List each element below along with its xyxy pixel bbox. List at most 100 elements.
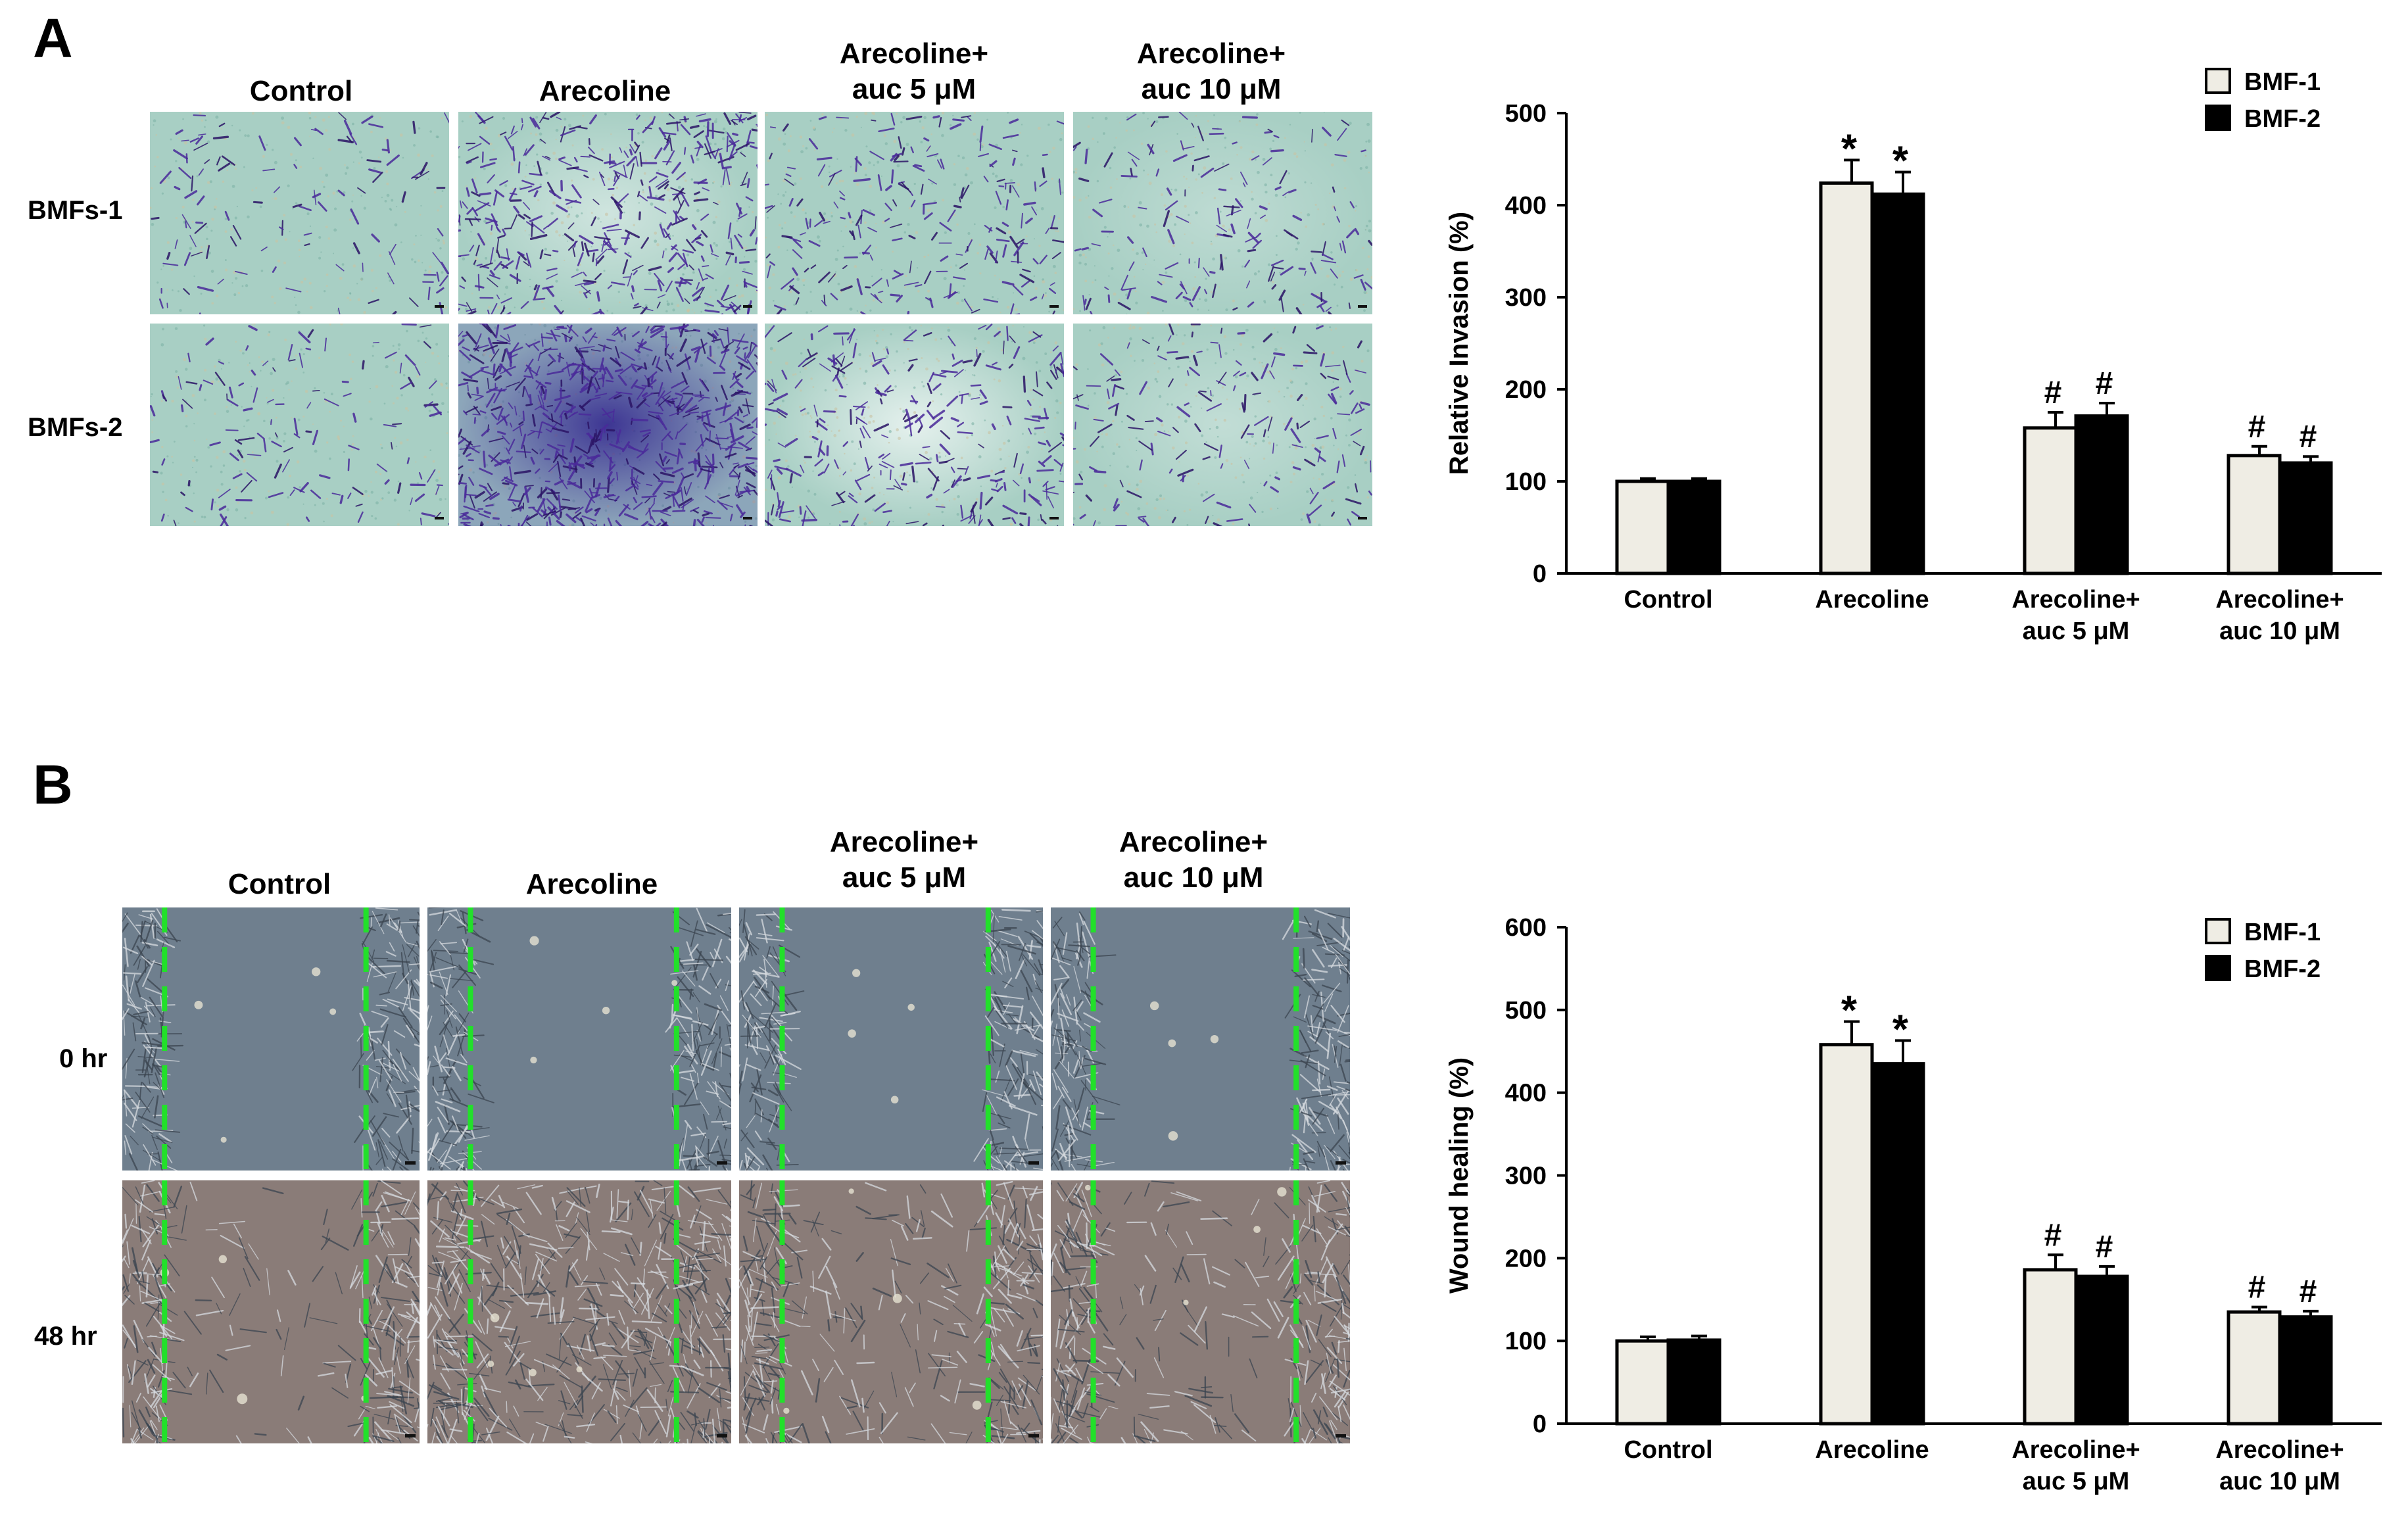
bar-bmf-1-1	[1821, 183, 1872, 573]
panel-a-col-title-auc5: Arecoline+ auc 5 μM	[763, 36, 1065, 107]
bar-bmf-1-0	[1617, 1341, 1668, 1424]
wound-image-48hr-control	[122, 1180, 420, 1443]
bar-bmf-1-1	[1821, 1045, 1872, 1424]
panel-b-row-label-48hr: 48 hr	[34, 1322, 97, 1351]
bar-bmf-1-3	[2228, 456, 2280, 573]
wound-image-48hr-auc10	[1051, 1180, 1350, 1443]
x-tick-label: Control	[1624, 1436, 1712, 1464]
panel-a-col-title-arecoline: Arecoline	[454, 74, 756, 109]
legend-label: BMF-2	[2244, 105, 2321, 133]
wound-image-48hr-auc5	[739, 1180, 1043, 1443]
x-tick-label: Arecoline+	[2011, 586, 2140, 614]
y-tick-label: 400	[1505, 192, 1547, 220]
legend-swatch-bmf-2	[2206, 106, 2230, 130]
bar-bmf-2-2	[2076, 1276, 2127, 1424]
significance-mark: *	[1892, 1007, 1909, 1052]
significance-mark: *	[1841, 126, 1858, 172]
panel-a-col-title-line1: Arecoline	[454, 74, 756, 109]
wound-image-0hr-arecoline	[427, 907, 731, 1171]
x-tick-label-line2: auc 5 μM	[2023, 617, 2130, 645]
micrograph-texture	[458, 112, 758, 314]
y-axis-label: Relative Invasion (%)	[1445, 212, 1474, 475]
micrograph-texture	[122, 907, 420, 1171]
panel-b-row-label-0hr: 0 hr	[59, 1044, 107, 1074]
x-tick-label-line2: auc 5 μM	[2023, 1468, 2130, 1495]
micrograph-texture	[1051, 1180, 1350, 1443]
panel-a-col-title-control: Control	[150, 74, 452, 109]
panel-a-row-label-1: BMFs-1	[28, 196, 122, 226]
y-tick-label: 0	[1533, 1411, 1547, 1438]
legend-swatch-bmf-1	[2206, 69, 2230, 93]
invasion-image-bmfs2-auc5	[765, 324, 1064, 526]
y-tick-label: 600	[1505, 914, 1547, 942]
invasion-image-bmfs1-control	[150, 112, 449, 314]
y-axis-label: Wound healing (%)	[1445, 1057, 1474, 1293]
x-tick-label: Arecoline+	[2011, 1436, 2140, 1464]
bar-bmf-2-2	[2076, 416, 2127, 573]
significance-mark: #	[2044, 375, 2062, 410]
invasion-image-bmfs2-auc10	[1073, 324, 1372, 526]
x-tick-label: Control	[1624, 586, 1712, 614]
panel-b-col-title-line2: auc 5 μM	[753, 860, 1055, 896]
wound-image-0hr-auc10	[1051, 907, 1350, 1171]
bar-bmf-2-3	[2280, 1317, 2331, 1424]
wound-image-48hr-arecoline	[427, 1180, 731, 1443]
wound-image-0hr-auc5	[739, 907, 1043, 1171]
panel-b-col-title-line1: Control	[128, 867, 431, 902]
bar-bmf-1-0	[1617, 481, 1668, 573]
panel-b-col-title-auc10: Arecoline+ auc 10 μM	[1042, 825, 1345, 896]
panel-a-col-title-line1: Arecoline+	[763, 36, 1065, 72]
legend-swatch-bmf-1	[2206, 919, 2230, 943]
significance-mark: #	[2248, 1270, 2266, 1305]
significance-mark: #	[2096, 366, 2113, 401]
x-tick-label: Arecoline	[1815, 586, 1929, 614]
invasion-image-bmfs2-control	[150, 324, 449, 526]
panel-a-row-label-2: BMFs-2	[28, 413, 122, 443]
wound-image-0hr-control	[122, 907, 420, 1171]
panel-a-letter: A	[33, 7, 73, 70]
micrograph-texture	[739, 1180, 1043, 1443]
significance-mark: *	[1892, 139, 1909, 184]
y-tick-label: 200	[1505, 376, 1547, 404]
panel-b-letter: B	[33, 753, 73, 817]
invasion-image-bmfs2-arecoline	[458, 324, 758, 526]
panel-b-col-title-arecoline: Arecoline	[441, 867, 743, 902]
x-tick-label-line2: auc 10 μM	[2219, 617, 2340, 645]
micrograph-texture	[1051, 907, 1350, 1171]
panel-a-col-title-line1: Arecoline+	[1060, 36, 1362, 72]
y-tick-label: 100	[1505, 468, 1547, 496]
bar-bmf-2-0	[1668, 1340, 1720, 1424]
significance-mark: *	[1841, 988, 1858, 1033]
significance-mark: #	[2044, 1218, 2062, 1253]
panel-a-col-title-line2: auc 5 μM	[763, 72, 1065, 107]
bar-bmf-1-2	[2025, 1270, 2076, 1424]
y-tick-label: 0	[1533, 560, 1547, 588]
legend-label: BMF-2	[2244, 955, 2321, 983]
micrograph-texture	[765, 324, 1064, 526]
significance-mark: #	[2248, 410, 2266, 445]
x-tick-label-line2: auc 10 μM	[2219, 1468, 2340, 1495]
bar-bmf-1-2	[2025, 428, 2076, 573]
x-tick-label: Arecoline+	[2215, 1436, 2344, 1464]
bar-bmf-2-1	[1872, 1064, 1923, 1424]
micrograph-texture	[1073, 112, 1372, 314]
significance-mark: #	[2300, 1274, 2317, 1309]
y-tick-label: 100	[1505, 1328, 1547, 1355]
invasion-image-bmfs1-auc5	[765, 112, 1064, 314]
legend-swatch-bmf-2	[2206, 956, 2230, 980]
micrograph-texture	[1073, 324, 1372, 526]
bar-bmf-1-3	[2228, 1312, 2280, 1424]
x-tick-label: Arecoline	[1815, 1436, 1929, 1464]
y-tick-label: 400	[1505, 1080, 1547, 1107]
micrograph-texture	[427, 1180, 731, 1443]
micrograph-texture	[458, 324, 758, 526]
panel-b-col-title-line2: auc 10 μM	[1042, 860, 1345, 896]
invasion-image-bmfs1-auc10	[1073, 112, 1372, 314]
panel-a-col-title-line2: auc 10 μM	[1060, 72, 1362, 107]
micrograph-texture	[739, 907, 1043, 1171]
y-tick-label: 300	[1505, 1163, 1547, 1190]
